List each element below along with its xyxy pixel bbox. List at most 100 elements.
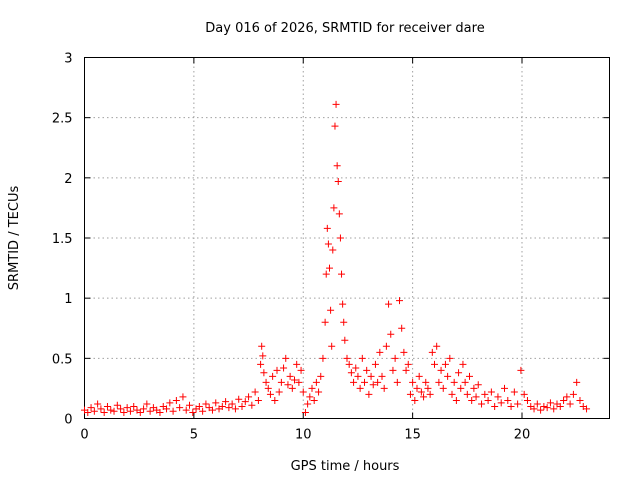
data-point — [339, 300, 347, 308]
data-point — [331, 122, 339, 130]
data-point — [461, 378, 469, 386]
data-point — [113, 401, 121, 409]
data-point — [420, 393, 428, 401]
data-point — [306, 393, 314, 401]
data-point — [573, 378, 581, 386]
x-tick-label: 15 — [404, 428, 421, 443]
data-point — [245, 393, 253, 401]
data-point — [335, 210, 343, 218]
data-point — [566, 400, 574, 408]
data-point — [123, 404, 131, 412]
data-point — [143, 400, 151, 408]
data-point — [546, 399, 554, 407]
data-point — [295, 378, 303, 386]
data-point — [84, 408, 92, 416]
data-point — [396, 297, 403, 305]
data-point — [94, 400, 102, 408]
data-point — [450, 378, 458, 386]
data-point — [228, 400, 236, 408]
data-point — [322, 270, 330, 278]
x-tick-label: 20 — [514, 428, 531, 443]
data-point — [202, 400, 210, 408]
data-point — [284, 381, 292, 389]
data-point — [321, 318, 329, 326]
data-point — [345, 360, 353, 368]
data-point — [507, 402, 515, 410]
data-point — [238, 402, 246, 410]
data-point — [435, 378, 443, 386]
data-point — [324, 240, 332, 248]
data-point — [514, 400, 522, 408]
data-point — [459, 360, 467, 368]
data-point — [376, 348, 384, 356]
data-point — [380, 384, 388, 392]
data-point — [409, 378, 417, 386]
data-point — [374, 378, 382, 386]
data-point — [520, 390, 528, 398]
x-tick-label: 10 — [295, 428, 312, 443]
data-point — [352, 364, 360, 372]
data-point — [301, 408, 309, 416]
data-point — [288, 384, 296, 392]
data-point — [130, 402, 138, 410]
data-point — [146, 407, 154, 415]
data-point — [576, 396, 584, 404]
data-point — [212, 399, 220, 407]
data-point — [166, 399, 174, 407]
data-point — [275, 388, 283, 396]
data-point — [179, 393, 187, 401]
data-point — [441, 360, 449, 368]
data-point — [504, 396, 512, 404]
data-point — [222, 398, 230, 406]
data-point — [356, 384, 364, 392]
data-point — [550, 405, 558, 413]
data-point — [291, 376, 298, 384]
data-point — [323, 224, 331, 232]
data-point — [369, 381, 377, 389]
data-point — [446, 354, 454, 362]
data-point — [363, 366, 371, 374]
data-point — [378, 372, 386, 380]
data-point — [481, 390, 489, 398]
data-point — [241, 398, 249, 406]
data-point — [100, 408, 108, 416]
data-point — [468, 396, 476, 404]
data-point — [382, 342, 390, 350]
data-point — [341, 336, 349, 344]
data-point — [340, 318, 348, 326]
data-point — [444, 372, 452, 380]
data-point — [523, 396, 531, 404]
data-point — [457, 384, 465, 392]
data-point — [269, 372, 277, 380]
data-point — [537, 406, 545, 414]
data-point — [264, 384, 272, 392]
data-point — [466, 372, 473, 380]
data-point — [437, 366, 445, 374]
data-point — [487, 388, 495, 396]
data-point — [400, 348, 408, 356]
data-point — [385, 300, 393, 308]
y-tick-label: 1.5 — [52, 232, 73, 247]
y-tick-label: 1 — [64, 292, 72, 307]
data-point — [517, 366, 525, 374]
data-point — [474, 381, 482, 389]
data-point — [478, 400, 486, 408]
data-point — [172, 396, 180, 404]
data-point — [208, 406, 216, 414]
data-point — [533, 400, 541, 408]
x-tick-label: 0 — [80, 428, 88, 443]
data-point — [169, 407, 177, 415]
data-point — [563, 393, 571, 401]
data-point — [163, 405, 171, 413]
data-point — [333, 162, 341, 170]
data-point — [338, 270, 346, 278]
y-axis-label: SRMTID / TECUs — [7, 186, 22, 291]
data-point — [501, 384, 508, 392]
data-point — [393, 378, 401, 386]
data-point — [299, 388, 307, 396]
data-point — [428, 348, 436, 356]
data-point — [182, 406, 190, 414]
data-point — [231, 405, 239, 413]
